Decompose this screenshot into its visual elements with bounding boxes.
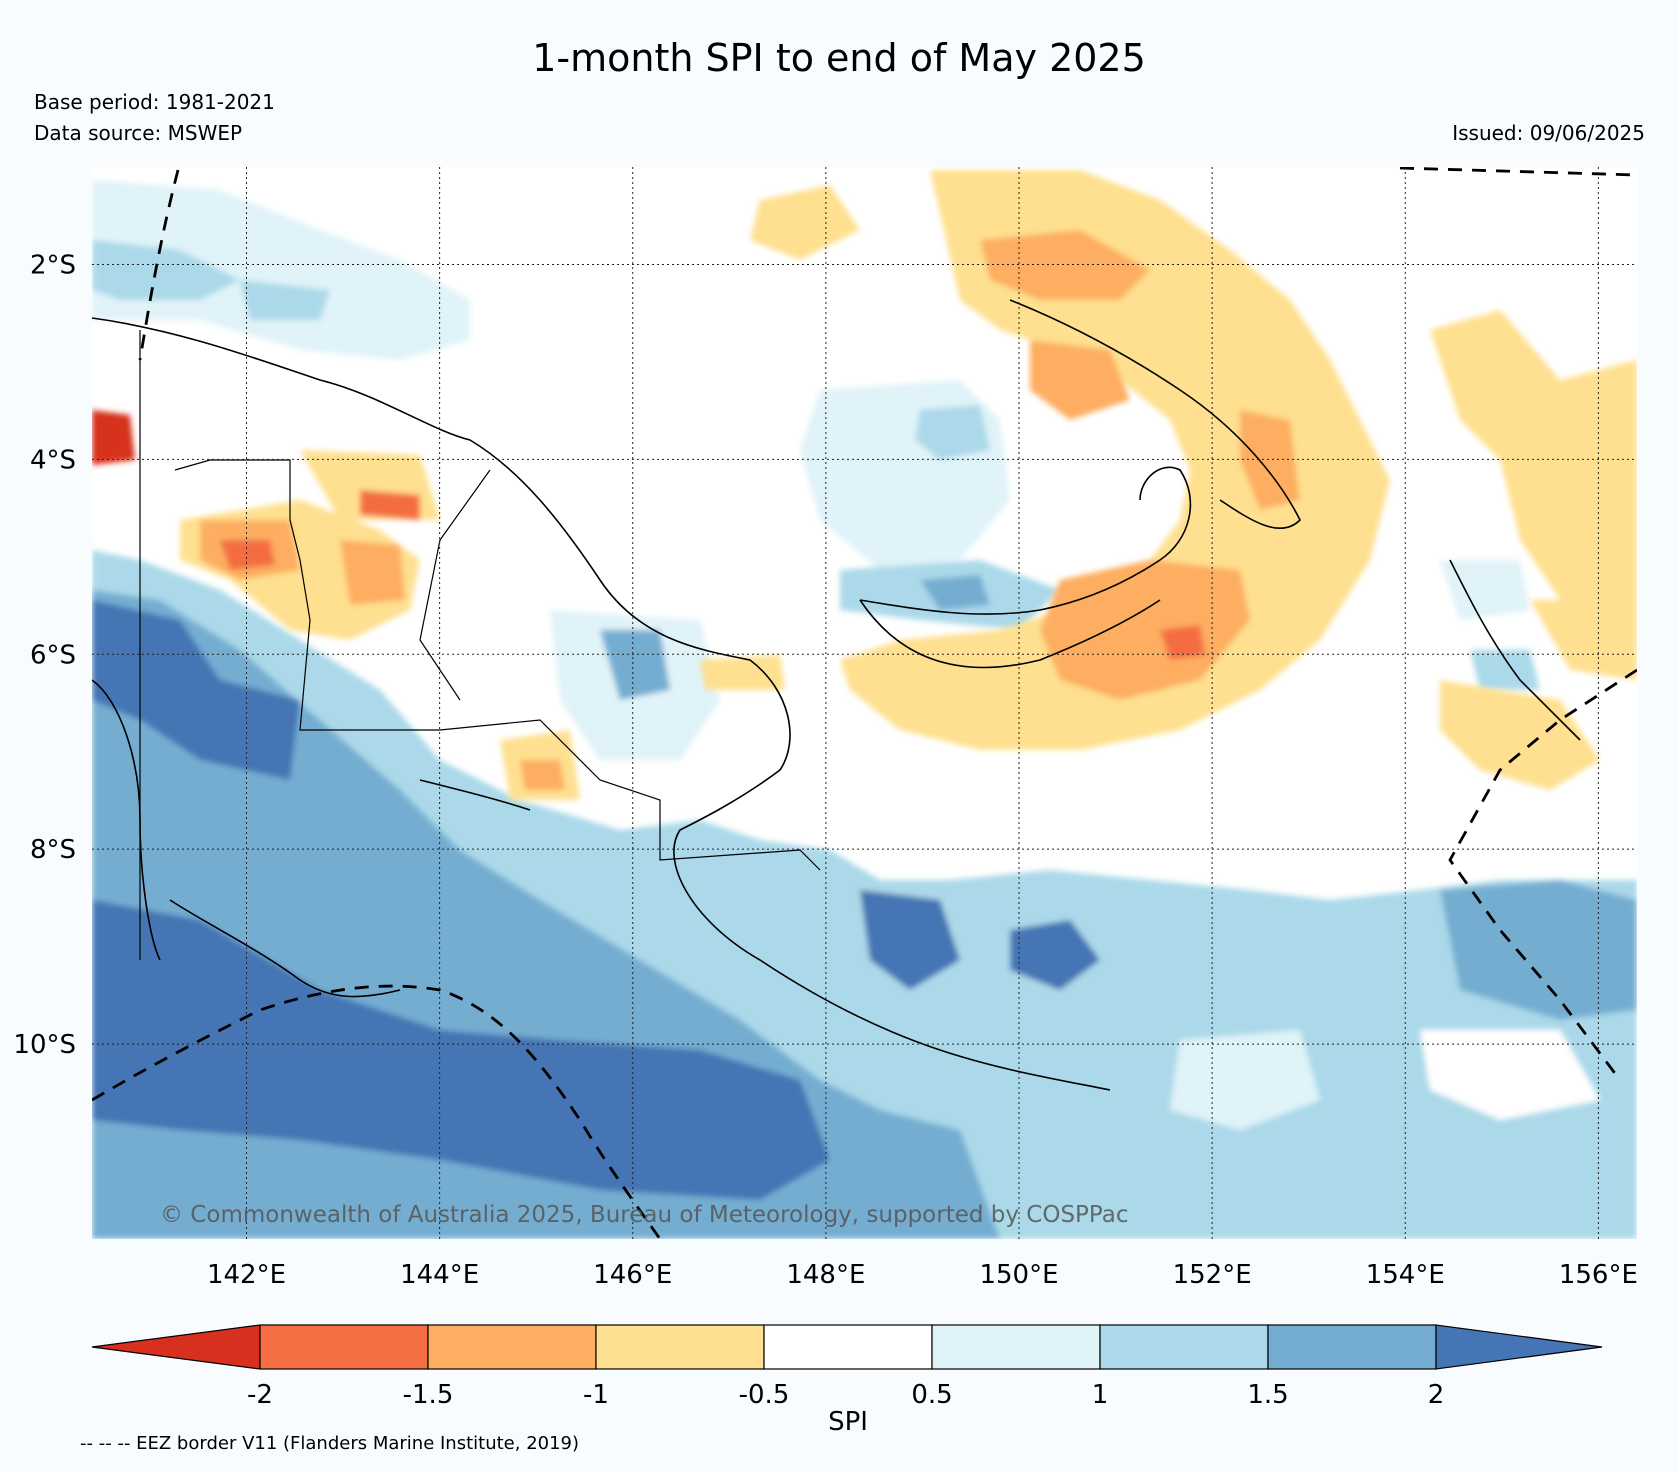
colorbar-tick-label: -1 xyxy=(583,1380,609,1410)
issued-date: Issued: 09/06/2025 xyxy=(1452,121,1645,145)
spi-dry-regions xyxy=(92,170,1637,800)
colorbar: -2 -1.5 -1 -0.5 0.5 1 1.5 2 SPI xyxy=(91,1324,1603,1437)
lat-tick-label: 4°S xyxy=(30,445,76,475)
colorbar-segment xyxy=(259,1324,429,1370)
spi-field xyxy=(92,167,1637,1239)
colorbar-tick-label: 1 xyxy=(1092,1380,1109,1410)
colorbar-extend-high xyxy=(1435,1324,1603,1370)
longitude-labels: 142°E 144°E 146°E 148°E 150°E 152°E 154°… xyxy=(207,1260,1638,1290)
colorbar-segment xyxy=(595,1324,765,1370)
lon-tick-label: 148°E xyxy=(786,1260,865,1290)
colorbar-title: SPI xyxy=(828,1407,868,1437)
lat-tick-label: 2°S xyxy=(30,250,76,280)
colorbar-extend-low xyxy=(91,1324,261,1370)
lon-tick-label: 154°E xyxy=(1366,1260,1445,1290)
lon-tick-label: 142°E xyxy=(207,1260,286,1290)
map-title: 1-month SPI to end of May 2025 xyxy=(532,36,1146,80)
colorbar-tick-label: 2 xyxy=(1428,1380,1445,1410)
colorbar-segment xyxy=(1267,1324,1437,1370)
spi-light-north xyxy=(92,180,1540,760)
lat-tick-label: 8°S xyxy=(30,835,76,865)
lon-tick-label: 150°E xyxy=(979,1260,1058,1290)
colorbar-tick-label: 1.5 xyxy=(1247,1380,1288,1410)
lat-tick-label: 6°S xyxy=(30,640,76,670)
colorbar-tick-label: -2 xyxy=(247,1380,273,1410)
colorbar-segment xyxy=(1099,1324,1269,1370)
eez-border xyxy=(92,167,1637,1239)
copyright-notice: © Commonwealth of Australia 2025, Bureau… xyxy=(160,1202,1129,1228)
colorbar-segment xyxy=(931,1324,1101,1370)
eez-footnote: -- -- -- EEZ border V11 (Flanders Marine… xyxy=(80,1433,580,1454)
lon-tick-label: 144°E xyxy=(400,1260,479,1290)
base-period: Base period: 1981-2021 xyxy=(34,90,275,114)
gridlines xyxy=(92,167,1637,1239)
colorbar-tick-label: -1.5 xyxy=(403,1380,454,1410)
lon-tick-label: 146°E xyxy=(593,1260,672,1290)
colorbar-segment xyxy=(763,1324,933,1370)
data-source: Data source: MSWEP xyxy=(34,121,243,145)
colorbar-segment xyxy=(427,1324,597,1370)
colorbar-tick-label: 0.5 xyxy=(911,1380,952,1410)
lon-tick-label: 156°E xyxy=(1559,1260,1638,1290)
lat-tick-label: 10°S xyxy=(13,1030,76,1060)
lon-tick-label: 152°E xyxy=(1173,1260,1252,1290)
spi-wet-south xyxy=(92,550,1637,1239)
borders xyxy=(139,330,821,960)
latitude-labels: 2°S 4°S 6°S 8°S 10°S xyxy=(13,250,76,1060)
colorbar-tick-label: -0.5 xyxy=(739,1380,790,1410)
